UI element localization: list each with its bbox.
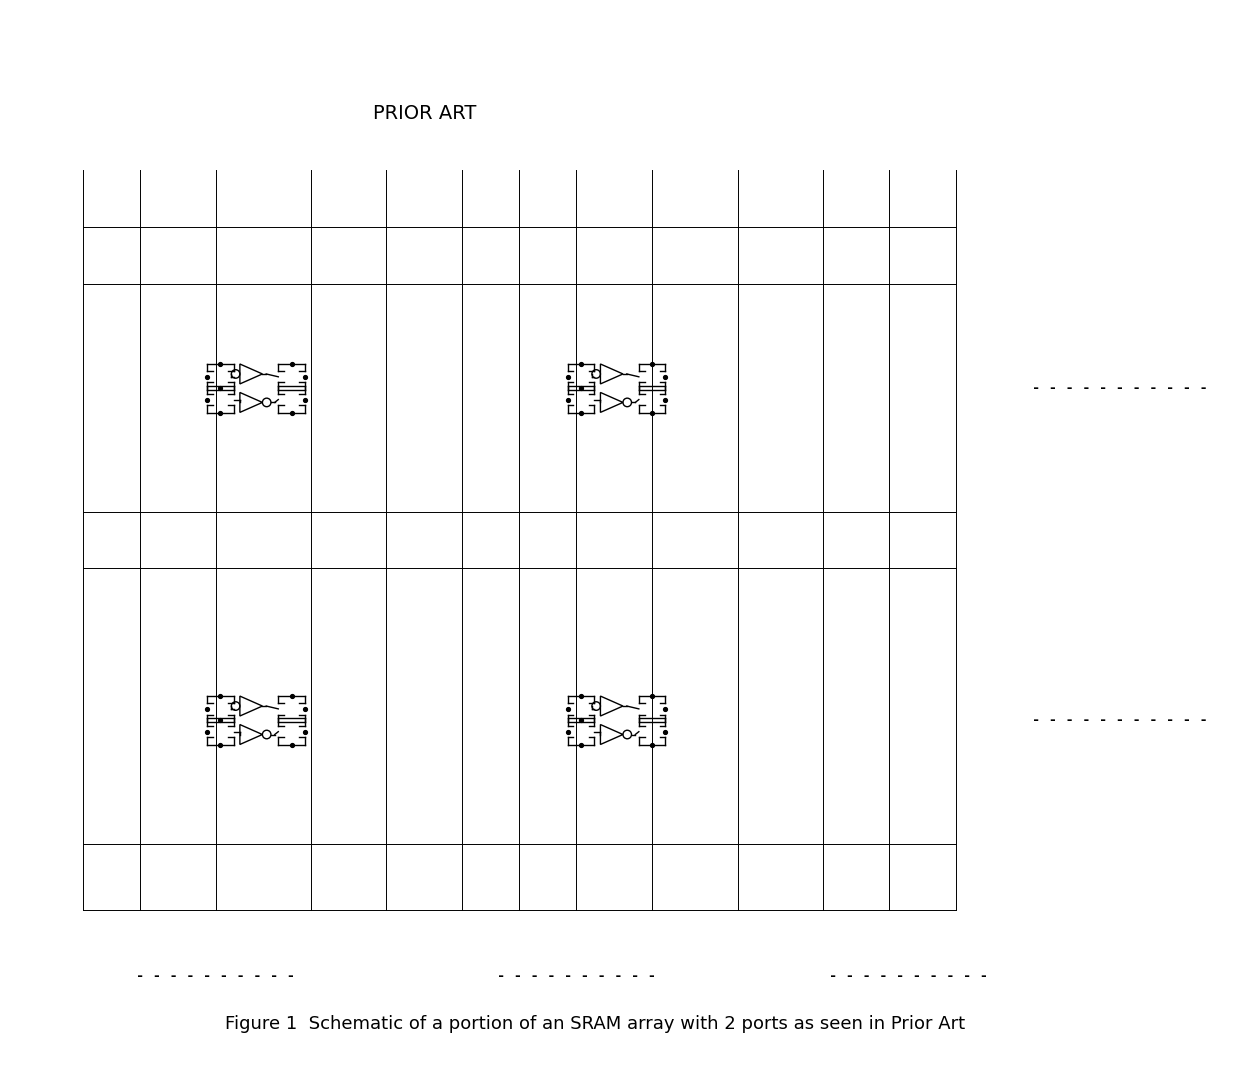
Text: - - - - - - - - - -: - - - - - - - - - - bbox=[828, 970, 988, 984]
Text: - - - - - - - - - - -: - - - - - - - - - - - bbox=[1032, 381, 1208, 395]
Text: - - - - - - - - - -: - - - - - - - - - - bbox=[136, 970, 295, 984]
Text: Figure 1  Schematic of a portion of an SRAM array with 2 ports as seen in Prior : Figure 1 Schematic of a portion of an SR… bbox=[226, 1015, 965, 1032]
Text: - - - - - - - - - -: - - - - - - - - - - bbox=[497, 970, 656, 984]
Text: PRIOR ART: PRIOR ART bbox=[373, 104, 476, 122]
Text: - - - - - - - - - - -: - - - - - - - - - - - bbox=[1032, 713, 1208, 727]
